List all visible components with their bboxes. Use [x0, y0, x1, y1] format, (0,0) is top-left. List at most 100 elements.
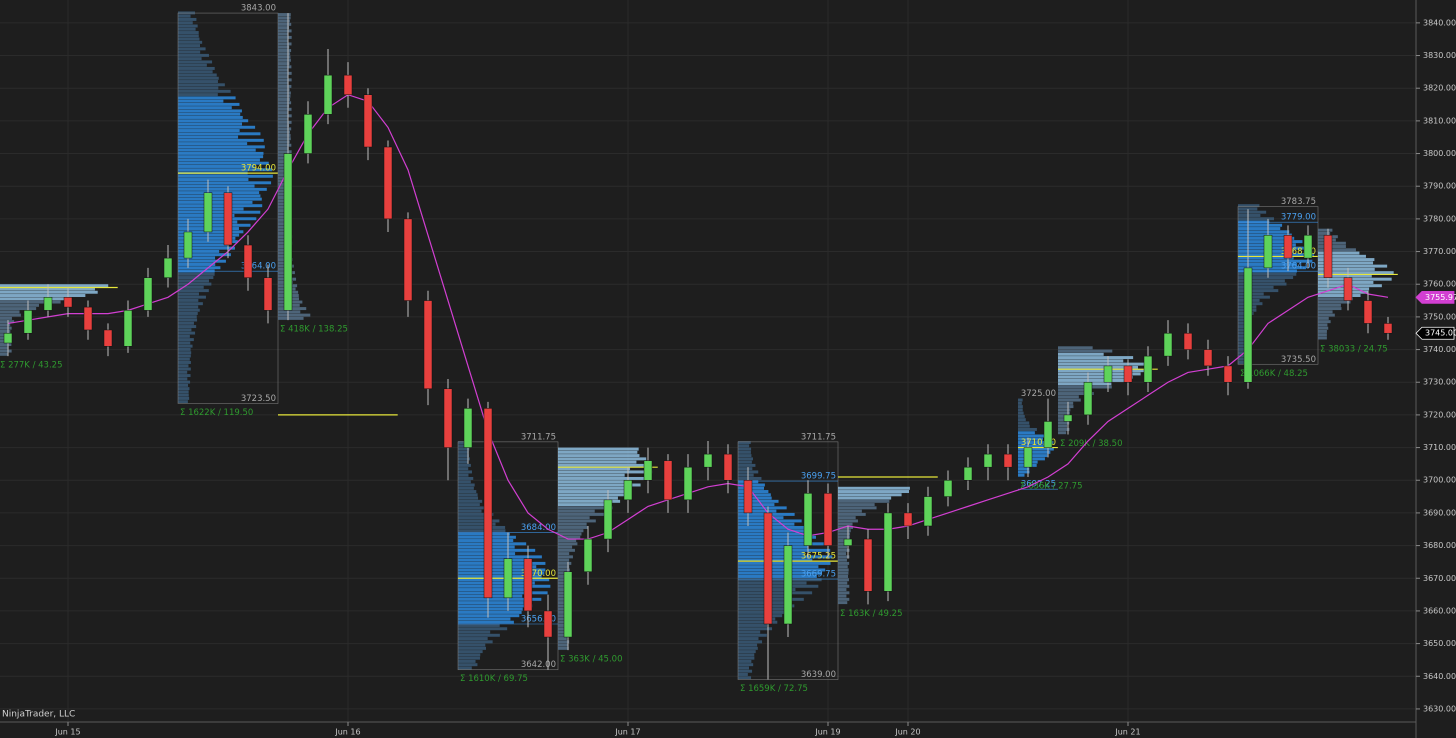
profile-bar — [178, 14, 191, 18]
profile-bar — [558, 476, 649, 480]
profile-bar — [1238, 217, 1274, 221]
profile-bar — [458, 447, 470, 451]
candle-body — [703, 453, 713, 468]
profile-bar — [278, 153, 288, 157]
candle-body — [63, 297, 73, 308]
candle-body — [1263, 234, 1273, 269]
candle-body — [503, 558, 513, 599]
candle-body — [1063, 414, 1073, 422]
profile-bar — [838, 512, 866, 516]
profile-bar — [838, 584, 850, 588]
profile-bar — [458, 650, 483, 654]
x-tick-label: Jun 17 — [614, 728, 640, 737]
candle-body — [123, 310, 133, 347]
profile-bar — [278, 52, 291, 56]
profile-bar — [178, 302, 203, 306]
profile-bar — [0, 307, 37, 311]
profile-bar — [1058, 424, 1068, 428]
profile-bar — [838, 552, 847, 556]
candle-body — [423, 300, 433, 390]
profile-bar — [458, 643, 486, 647]
profile-bar — [738, 476, 762, 480]
profile-bar — [278, 75, 288, 79]
profile-bar — [558, 509, 595, 513]
candle-body — [803, 493, 813, 546]
vah-label: 3779.00 — [1281, 213, 1316, 223]
profile-bar — [1238, 276, 1294, 280]
profile-bar — [278, 107, 292, 111]
profile-bar — [838, 522, 853, 526]
profile-bar — [178, 181, 272, 185]
profile-bar — [1018, 450, 1051, 454]
profile-bar — [1318, 333, 1327, 337]
profile-bar — [1058, 395, 1079, 399]
candle-body — [3, 332, 13, 344]
profile-bar — [178, 217, 257, 221]
y-tick-label: 3650.00 — [1423, 639, 1456, 648]
profile-bar — [278, 68, 289, 72]
profile-bar — [738, 441, 751, 445]
profile-bar — [838, 574, 849, 578]
profile-bar — [178, 191, 260, 195]
candle-body — [343, 74, 353, 95]
profile-bar — [178, 318, 198, 322]
profile-bar — [1318, 316, 1329, 320]
candle-body — [1343, 277, 1353, 301]
profile-bar — [1318, 300, 1351, 304]
profile-bar — [558, 601, 568, 605]
profile-bar — [738, 650, 756, 654]
val-label: 3656.00 — [521, 614, 556, 624]
y-tick-label: 3720.00 — [1423, 410, 1456, 419]
profile-bar — [178, 289, 209, 293]
profile-bar — [738, 473, 754, 477]
profile-bar — [558, 588, 567, 592]
profile-bar — [1018, 454, 1048, 458]
profile-bar — [838, 535, 850, 539]
profile-bar — [838, 561, 850, 565]
profile-bar — [1318, 277, 1392, 281]
y-tick-label: 3640.00 — [1423, 672, 1456, 681]
profile-bar — [838, 571, 849, 575]
profile-bar — [558, 610, 569, 614]
profile-bar — [558, 555, 573, 559]
profile-bar — [558, 529, 584, 533]
profile-bar — [178, 80, 218, 84]
profile-bar — [1238, 253, 1314, 257]
profile-bar — [738, 581, 807, 585]
profile-bar — [458, 640, 493, 644]
profile-bar — [278, 29, 292, 33]
profile-bar — [738, 532, 810, 536]
profile-bar — [178, 47, 206, 51]
profile-bar — [178, 158, 260, 162]
profile-bar — [738, 571, 822, 575]
candle-body — [303, 114, 313, 154]
candle-body — [403, 218, 413, 301]
profile-bar — [0, 323, 11, 327]
profile-bar — [178, 129, 240, 133]
y-tick-label: 3790.00 — [1423, 182, 1456, 191]
profile-bar — [1058, 427, 1070, 431]
profile-bar — [178, 390, 189, 394]
profile-bar — [178, 253, 231, 257]
profile-bar — [1318, 310, 1333, 314]
profile-bar — [558, 470, 653, 474]
profile-bar — [278, 62, 290, 66]
profile-bar — [278, 71, 292, 75]
profile-bar — [0, 310, 20, 314]
profile-bar — [1318, 326, 1329, 330]
profile-bar — [178, 204, 263, 208]
profile-bar — [458, 512, 494, 516]
profile-bar — [458, 483, 475, 487]
profile-bar — [178, 37, 200, 41]
profile-bar — [278, 225, 290, 229]
profile-bar — [0, 287, 95, 291]
profile-bar — [1318, 294, 1361, 297]
profile-bar — [178, 151, 264, 155]
profile-bar — [178, 145, 265, 149]
y-tick-label: 3630.00 — [1423, 704, 1456, 713]
profile-bar — [178, 262, 216, 266]
profile-bar — [1018, 427, 1037, 431]
profile-bar — [558, 597, 570, 601]
